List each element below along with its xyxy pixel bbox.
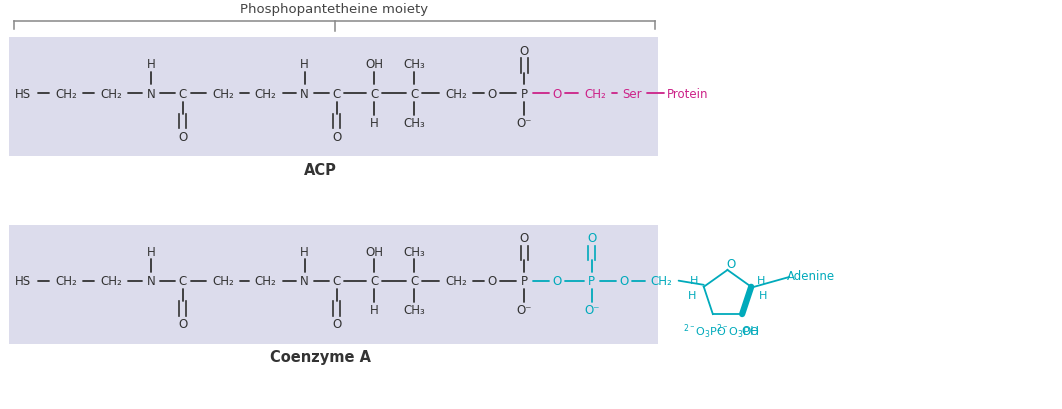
Text: $^{2^-}$O$_3$PO: $^{2^-}$O$_3$PO — [683, 322, 726, 340]
Text: CH₂: CH₂ — [55, 274, 78, 288]
Text: H: H — [370, 304, 379, 317]
Text: O: O — [726, 257, 736, 270]
Text: P: P — [520, 274, 528, 288]
Text: O: O — [178, 317, 188, 330]
Text: CH₂: CH₂ — [212, 274, 234, 288]
Text: H: H — [687, 290, 696, 300]
Text: OH: OH — [741, 324, 759, 337]
Text: N: N — [301, 88, 309, 101]
Text: O: O — [178, 130, 188, 143]
Text: CH₂: CH₂ — [255, 274, 276, 288]
Text: OH: OH — [365, 58, 383, 71]
Text: CH₂: CH₂ — [651, 274, 672, 288]
Text: CH₃: CH₃ — [404, 304, 425, 317]
Text: H: H — [301, 58, 309, 71]
Text: C: C — [371, 274, 378, 288]
Text: C: C — [178, 274, 187, 288]
Text: H: H — [370, 117, 379, 130]
Text: Ser: Ser — [622, 88, 641, 101]
Text: O: O — [519, 45, 529, 58]
Text: CH₃: CH₃ — [404, 58, 425, 71]
Text: O: O — [332, 317, 341, 330]
Text: P: P — [588, 274, 596, 288]
Text: C: C — [332, 88, 341, 101]
Text: N: N — [301, 274, 309, 288]
Text: C: C — [410, 274, 418, 288]
Text: CH₂: CH₂ — [100, 274, 122, 288]
Text: O: O — [519, 231, 529, 245]
Text: C: C — [371, 88, 378, 101]
Text: CH₂: CH₂ — [55, 88, 78, 101]
Text: HS: HS — [15, 274, 32, 288]
Text: C: C — [410, 88, 418, 101]
Text: Phosphopantetheine moiety: Phosphopantetheine moiety — [240, 3, 429, 16]
Text: Protein: Protein — [667, 88, 708, 101]
FancyBboxPatch shape — [10, 38, 657, 156]
Text: O: O — [487, 88, 497, 101]
Text: CH₂: CH₂ — [445, 274, 467, 288]
Text: H: H — [689, 275, 698, 285]
Text: H: H — [759, 290, 768, 300]
Text: CH₂: CH₂ — [255, 88, 276, 101]
Text: CH₂: CH₂ — [100, 88, 122, 101]
Text: O⁻: O⁻ — [516, 117, 532, 130]
Text: O⁻: O⁻ — [584, 304, 600, 317]
Text: N: N — [147, 274, 155, 288]
Text: P: P — [520, 88, 528, 101]
Text: H: H — [757, 275, 766, 285]
Text: O: O — [552, 274, 562, 288]
Text: ACP: ACP — [304, 162, 337, 178]
Text: Adenine: Adenine — [787, 269, 835, 282]
Text: O: O — [552, 88, 562, 101]
Text: C: C — [178, 88, 187, 101]
Text: CH₃: CH₃ — [404, 245, 425, 258]
Text: O: O — [619, 274, 629, 288]
Text: HS: HS — [15, 88, 32, 101]
FancyBboxPatch shape — [10, 225, 657, 344]
Text: CH₃: CH₃ — [404, 117, 425, 130]
Text: CH₂: CH₂ — [212, 88, 234, 101]
Text: N: N — [147, 88, 155, 101]
Text: H: H — [147, 245, 155, 258]
Text: CH₂: CH₂ — [584, 88, 605, 101]
Text: O: O — [587, 231, 597, 245]
Text: O⁻: O⁻ — [516, 304, 532, 317]
Text: O: O — [332, 130, 341, 143]
Text: H: H — [147, 58, 155, 71]
Text: OH: OH — [365, 245, 383, 258]
Text: CH₂: CH₂ — [445, 88, 467, 101]
Text: $^{2^-}$O$_3$PO: $^{2^-}$O$_3$PO — [716, 322, 758, 340]
Text: O: O — [487, 274, 497, 288]
Text: Coenzyme A: Coenzyme A — [270, 349, 371, 364]
Text: H: H — [301, 245, 309, 258]
Text: C: C — [332, 274, 341, 288]
